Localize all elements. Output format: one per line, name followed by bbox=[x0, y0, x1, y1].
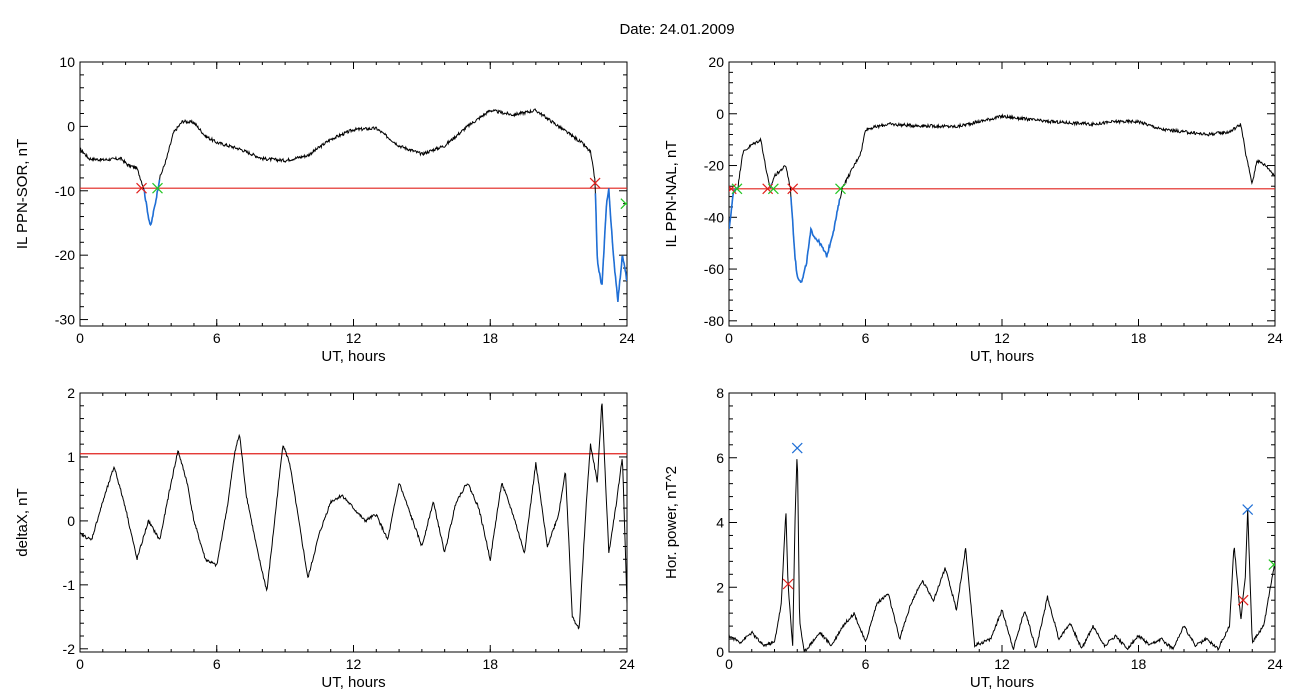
y-tick-label: 2 bbox=[67, 385, 75, 401]
x-tick-label: 12 bbox=[994, 330, 1010, 346]
series-line bbox=[80, 108, 627, 302]
y-tick-label: 8 bbox=[716, 385, 724, 401]
y-axis-label: IL PPN-SOR, nT bbox=[14, 139, 31, 249]
plot-frame bbox=[79, 61, 628, 327]
y-tick-label: -20 bbox=[704, 158, 724, 174]
x-tick-label: 6 bbox=[862, 330, 870, 346]
end-marker bbox=[1268, 559, 1275, 571]
end-marker bbox=[620, 198, 627, 210]
x-tick-label: 6 bbox=[862, 656, 870, 672]
y-tick-label: -80 bbox=[704, 313, 724, 329]
y-tick-label: -2 bbox=[63, 641, 76, 657]
x-tick-label: 24 bbox=[1267, 656, 1283, 672]
y-tick-label: 6 bbox=[716, 450, 724, 466]
start-marker bbox=[782, 578, 794, 590]
plot-frame bbox=[728, 61, 1276, 327]
start-marker bbox=[589, 177, 601, 189]
start-marker bbox=[136, 182, 147, 194]
panel-top-left: 0 6 12 18 24 -30 -20 -10 0 10 UT, hours IL PPN-SOR,… bbox=[14, 54, 635, 365]
y-tick-label: 20 bbox=[708, 54, 724, 70]
x-axis-label: UT, hours bbox=[970, 674, 1034, 691]
x-tick-label: 12 bbox=[994, 656, 1010, 672]
y-tick-label: 0 bbox=[716, 644, 724, 660]
y-axis-label: Hor. power, nT^2 bbox=[663, 466, 680, 579]
x-tick-label: 12 bbox=[346, 330, 362, 346]
start-marker bbox=[1237, 594, 1249, 606]
y-tick-label: 0 bbox=[716, 106, 724, 122]
peak-marker bbox=[1242, 504, 1254, 515]
plot-area bbox=[729, 113, 1275, 283]
start-marker bbox=[729, 183, 737, 195]
x-tick-label: 24 bbox=[619, 656, 635, 672]
peak-marker bbox=[791, 442, 803, 454]
plot-frame bbox=[728, 392, 1276, 653]
x-axis-label: UT, hours bbox=[321, 348, 385, 365]
y-tick-label: 0 bbox=[67, 118, 75, 134]
plot-area bbox=[80, 403, 627, 630]
x-tick-label: 12 bbox=[346, 656, 362, 672]
y-axis-label: deltaX, nT bbox=[14, 488, 31, 556]
x-tick-label: 18 bbox=[1131, 330, 1147, 346]
y-tick-label: -20 bbox=[55, 247, 75, 263]
x-axis-label: UT, hours bbox=[321, 674, 385, 691]
x-tick-label: 18 bbox=[482, 330, 498, 346]
end-marker bbox=[731, 183, 743, 195]
y-tick-label: -40 bbox=[704, 209, 724, 225]
highlight-segment bbox=[729, 186, 739, 230]
series-line bbox=[729, 113, 1275, 283]
end-marker bbox=[767, 183, 779, 195]
end-marker bbox=[835, 183, 846, 195]
plot-frame bbox=[79, 392, 628, 653]
y-tick-label: 0 bbox=[67, 513, 75, 529]
x-tick-label: 18 bbox=[482, 656, 498, 672]
series-line bbox=[729, 459, 1275, 652]
highlight-segment bbox=[143, 179, 161, 227]
y-tick-label: 2 bbox=[716, 579, 724, 595]
highlight-segment bbox=[790, 196, 841, 283]
y-tick-label: -10 bbox=[55, 183, 75, 199]
y-tick-label: 10 bbox=[59, 54, 75, 70]
date-title: Date: 24.01.2009 bbox=[619, 21, 734, 38]
plot-area bbox=[729, 442, 1275, 652]
series-line bbox=[80, 403, 627, 630]
x-tick-label: 18 bbox=[1131, 656, 1147, 672]
y-tick-label: -60 bbox=[704, 261, 724, 277]
x-tick-label: 0 bbox=[76, 656, 84, 672]
y-axis-label: IL PPN-NAL, nT bbox=[663, 141, 680, 248]
x-tick-label: 6 bbox=[213, 330, 221, 346]
panel-top-right: 0 6 12 18 24 -80 -60 -40 -20 0 20 UT, hours IL PPN-N… bbox=[663, 54, 1283, 365]
end-marker bbox=[152, 182, 163, 194]
x-tick-label: 24 bbox=[619, 330, 635, 346]
highlight-segment bbox=[594, 188, 627, 302]
plot-area bbox=[80, 108, 627, 302]
y-tick-label: 4 bbox=[716, 515, 724, 531]
start-marker bbox=[787, 183, 799, 195]
x-tick-label: 0 bbox=[76, 330, 84, 346]
x-tick-label: 6 bbox=[213, 656, 221, 672]
y-tick-label: -30 bbox=[55, 312, 75, 328]
x-tick-label: 0 bbox=[725, 656, 733, 672]
x-tick-label: 0 bbox=[725, 330, 733, 346]
y-tick-label: 1 bbox=[67, 449, 75, 465]
x-tick-label: 24 bbox=[1267, 330, 1283, 346]
x-axis-label: UT, hours bbox=[970, 348, 1034, 365]
start-marker bbox=[762, 183, 774, 195]
y-tick-label: -1 bbox=[63, 577, 76, 593]
